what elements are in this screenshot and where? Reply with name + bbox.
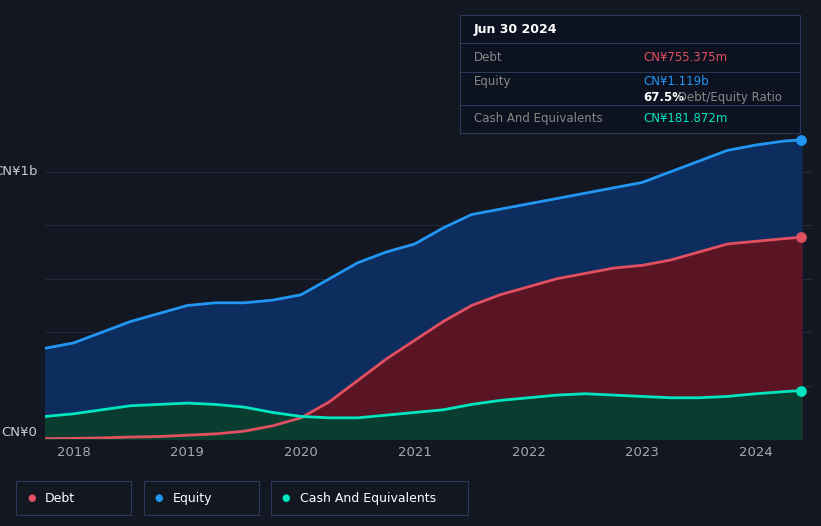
Text: CN¥1b: CN¥1b	[0, 165, 38, 178]
Text: Debt/Equity Ratio: Debt/Equity Ratio	[674, 91, 782, 104]
Text: Cash And Equivalents: Cash And Equivalents	[300, 492, 436, 504]
Text: Equity: Equity	[172, 492, 212, 504]
Point	[795, 233, 808, 241]
Text: CN¥181.872m: CN¥181.872m	[644, 113, 728, 125]
Text: CN¥755.375m: CN¥755.375m	[644, 51, 727, 64]
Text: Debt: Debt	[45, 492, 76, 504]
Text: CN¥0: CN¥0	[2, 426, 38, 439]
Text: ●: ●	[154, 493, 163, 503]
Point	[795, 136, 808, 144]
Text: CN¥1.119b: CN¥1.119b	[644, 75, 709, 88]
Text: Cash And Equivalents: Cash And Equivalents	[474, 113, 603, 125]
Text: Debt: Debt	[474, 51, 502, 64]
Text: Equity: Equity	[474, 75, 511, 88]
Text: ●: ●	[282, 493, 290, 503]
Text: ●: ●	[27, 493, 35, 503]
Text: 67.5%: 67.5%	[644, 91, 685, 104]
Point	[795, 386, 808, 394]
Text: Jun 30 2024: Jun 30 2024	[474, 23, 557, 36]
